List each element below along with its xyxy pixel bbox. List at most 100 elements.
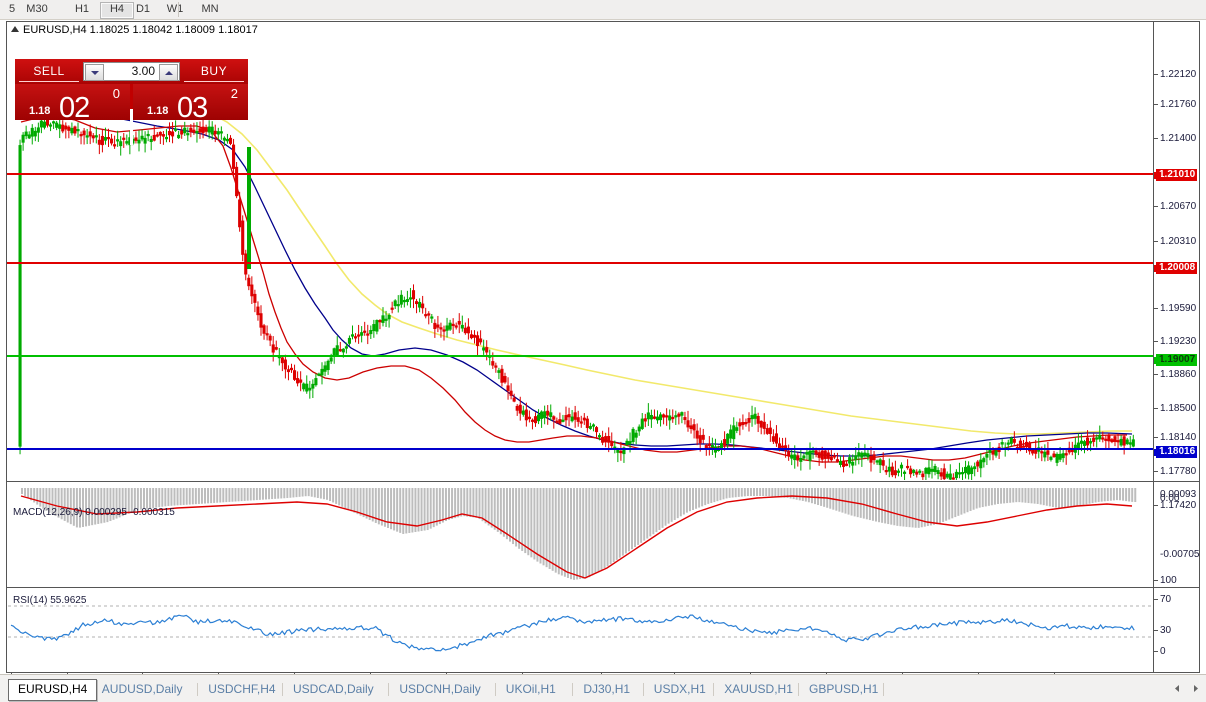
candle-body: [1055, 454, 1059, 463]
candle-body: [881, 460, 885, 466]
macd-histogram-bar: [1103, 488, 1106, 502]
chart-tab-bar[interactable]: EURUSD,H4 AUDUSD,Daily USDCHF,H4 USDCAD,Dai…: [0, 674, 1206, 702]
candle-body: [549, 412, 553, 417]
chart-tab-usdx-h1[interactable]: USDX,H1: [653, 682, 706, 696]
chart-tab-usdcnh-daily[interactable]: USDCNH,Daily: [399, 682, 481, 696]
candle-body: [537, 414, 541, 422]
chart-tab-xauusd-h1[interactable]: XAUUSD,H1: [724, 682, 793, 696]
chart-tab-dj30-h1[interactable]: DJ30,H1: [583, 682, 631, 696]
level-line-1-18016[interactable]: [7, 448, 1154, 450]
chart-tab-usdcad-daily[interactable]: USDCAD,Daily: [293, 682, 374, 696]
macd-pane[interactable]: [7, 482, 1154, 586]
price-label-highlight-1-20008[interactable]: 1.20008: [1156, 262, 1198, 274]
candle-body: [890, 466, 894, 476]
price-label-highlight-1-21010[interactable]: 1.21010: [1156, 169, 1198, 181]
chart-window[interactable]: EURUSD,H4 1.18025 1.18042 1.18009 1.1801…: [6, 21, 1200, 690]
macd-histogram-bar: [1094, 488, 1097, 503]
price-label-1-18500: 1.18500: [1160, 403, 1197, 414]
macd-histogram-bar: [997, 488, 999, 504]
rsi-pane[interactable]: [7, 588, 1154, 672]
candle-body: [122, 137, 126, 140]
sell-button[interactable]: SELL: [19, 62, 79, 82]
macd-histogram-bar: [545, 488, 548, 568]
buy-button[interactable]: BUY: [184, 62, 244, 82]
level-line-1-19007[interactable]: [7, 355, 1154, 357]
one-click-trading-panel[interactable]: SELL 3.00 BUY 1.18 02 0 1.18 03 2: [15, 59, 248, 145]
candle-body: [723, 439, 727, 446]
macd-histogram-bar: [862, 488, 865, 519]
candle-body: [601, 436, 605, 443]
macd-histogram-bar: [490, 488, 493, 528]
timeframe-button-mn[interactable]: MN: [201, 3, 219, 15]
timeframe-button-m30[interactable]: M30: [26, 3, 48, 15]
candle-body: [540, 411, 544, 419]
macd-histogram-bar: [920, 488, 923, 528]
macd-histogram-bar: [255, 488, 258, 501]
candle-body: [558, 419, 562, 424]
level-line-1-20008[interactable]: [7, 262, 1154, 264]
macd-histogram-bar: [234, 488, 237, 502]
candle-body: [219, 131, 223, 134]
macd-histogram-bar: [149, 488, 152, 509]
timeframe-button-d1[interactable]: D1: [135, 3, 151, 15]
buy-price-display[interactable]: 1.18 03 2: [133, 84, 248, 124]
macd-histogram-bar: [1048, 488, 1051, 507]
macd-histogram-bar: [24, 488, 27, 497]
candle-body: [652, 416, 657, 419]
price-pane[interactable]: [7, 22, 1154, 480]
candle-body: [677, 413, 681, 417]
macd-histogram-bar: [441, 488, 444, 523]
timeframe-button-w1[interactable]: W1: [166, 3, 184, 15]
macd-histogram-bar: [435, 488, 438, 526]
price-label-highlight-1-19007[interactable]: 1.19007: [1156, 354, 1198, 366]
candle-body: [954, 471, 958, 479]
chart-tab-ukoil-h1[interactable]: UKOil,H1: [505, 682, 556, 696]
price-scale[interactable]: 1.22120 1.21760 1.21400 1.21010 1.20670 1.203…: [1153, 22, 1200, 672]
macd-histogram-bar: [194, 488, 197, 505]
price-tick: [1154, 138, 1158, 139]
candle-body: [945, 473, 949, 478]
timeframe-button-h4[interactable]: H4: [100, 2, 134, 19]
price-label-highlight-1-18016[interactable]: 1.18016: [1156, 446, 1198, 458]
macd-histogram-bar: [1003, 488, 1006, 504]
chart-tab-usdchf-h4[interactable]: USDCHF,H4: [208, 682, 276, 696]
candle-body: [823, 450, 827, 459]
macd-histogram-bar: [527, 488, 530, 556]
rsi-label: RSI(14) 55.9625: [13, 595, 87, 606]
candle-body: [1000, 442, 1004, 445]
candle-body: [814, 450, 818, 455]
candle-body: [454, 325, 458, 328]
macd-histogram-bar: [1015, 488, 1018, 503]
volume-decrease-button[interactable]: [85, 64, 104, 81]
price-marker: [1154, 172, 1161, 179]
volume-input[interactable]: 3.00: [83, 62, 180, 81]
macd-histogram-bar: [1079, 488, 1082, 506]
candle-body: [442, 329, 446, 332]
timeframe-button-h1[interactable]: H1: [74, 3, 90, 15]
candle-body: [36, 127, 40, 133]
candle-body: [335, 345, 339, 356]
timeframe-button-5[interactable]: 5: [8, 3, 16, 15]
collapse-triangle-icon[interactable]: [11, 26, 19, 32]
level-line-1-21010[interactable]: [7, 173, 1154, 175]
volume-increase-button[interactable]: [159, 64, 178, 81]
chart-tab-eurusd-h4[interactable]: EURUSD,H4: [8, 679, 98, 701]
macd-histogram-bar: [75, 488, 78, 528]
macd-histogram-bar: [502, 488, 505, 537]
candle-body: [317, 373, 321, 376]
macd-axis-label: 0.00093: [1160, 489, 1197, 500]
macd-histogram-bar: [152, 488, 155, 508]
chart-tab-audusd-daily[interactable]: AUDUSD,Daily: [101, 682, 183, 696]
macd-histogram-bar: [341, 488, 344, 507]
chart-tab-gbpusd-h1[interactable]: GBPUSD,H1: [809, 682, 879, 696]
macd-histogram-bar: [185, 488, 188, 505]
macd-histogram-bar: [36, 488, 39, 505]
macd-histogram-bar: [579, 488, 582, 580]
sell-price-display[interactable]: 1.18 02 0: [15, 84, 130, 124]
tab-scroll-right-button[interactable]: [1191, 684, 1200, 693]
tab-scroll-left-button[interactable]: [1173, 684, 1182, 693]
macd-histogram-bar: [304, 488, 307, 497]
macd-histogram-bar: [21, 488, 23, 494]
macd-histogram-bar: [448, 488, 450, 520]
candle-body: [64, 125, 68, 130]
